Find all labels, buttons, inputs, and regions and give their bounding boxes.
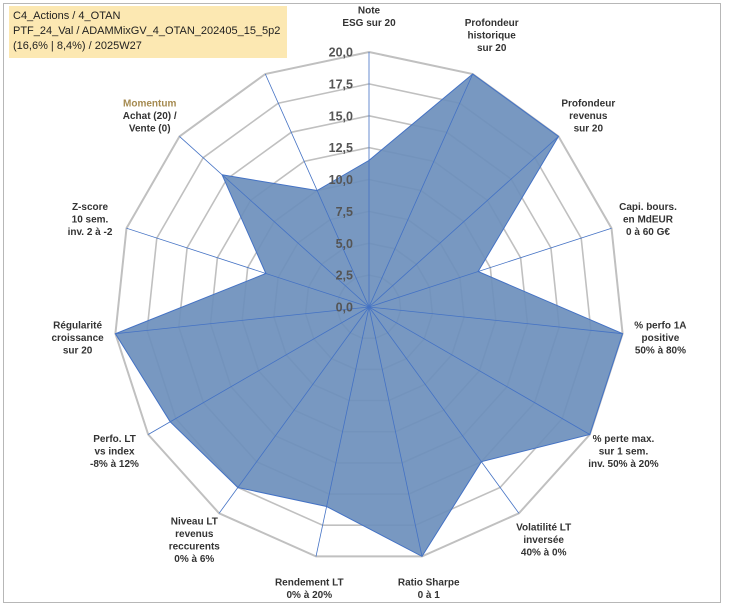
axis-label: Profondeur revenus sur 20 xyxy=(561,99,615,135)
tick-label: 7,5 xyxy=(336,205,353,219)
axis-label-line: % perfo 1A xyxy=(634,321,686,332)
axis-label-line: Achat (20) / xyxy=(123,111,177,122)
axis-label-line: 10 sem. xyxy=(72,214,109,225)
axis-label-line: 50% à 80% xyxy=(635,346,686,357)
tick-label: 20,0 xyxy=(329,46,353,60)
axis-label-line: sur 1 sem. xyxy=(599,447,649,458)
axis-label-line: Régularité xyxy=(53,321,102,332)
axis-label-line: Z-score xyxy=(72,202,109,213)
info-line-period: (16,6% | 8,4%) / 2025W27 xyxy=(13,40,142,52)
axis-label-line: en MdEUR xyxy=(623,214,674,225)
info-line-category: C4_Actions / 4_OTAN xyxy=(13,10,121,22)
axis-label-line: 0 à 1 xyxy=(418,590,441,601)
axis-label: Volatilité LT inversée 40% à 0% xyxy=(516,523,571,559)
info-line-portfolio: PTF_24_Val / ADAMMixGV_4_OTAN_202405_15_… xyxy=(13,25,281,37)
axis-label-line: Momentum xyxy=(123,99,176,110)
axis-label-line: revenus xyxy=(569,111,608,122)
grid-ring xyxy=(114,50,624,558)
axis-label-line: 0 à 60 G€ xyxy=(626,227,670,238)
axis-label-line: reccurents xyxy=(169,541,221,552)
axis-label-line: -8% à 12% xyxy=(90,459,139,470)
tick-label: 2,5 xyxy=(336,269,353,283)
axis-label-line: sur 20 xyxy=(63,346,93,357)
axis-label-line: Capi. bours. xyxy=(619,202,677,213)
axis-label-line: Niveau LT xyxy=(171,516,218,527)
axis-label-line: 0% à 6% xyxy=(174,554,214,565)
axis-label: Profondeur historique sur 20 xyxy=(465,18,519,54)
axis-spoke xyxy=(179,136,370,308)
axis-label-line: 40% à 0% xyxy=(521,548,567,559)
radar-axis-labels: Note ESG sur 20 Profondeur historique sur 20… xyxy=(51,6,686,602)
axis-spoke xyxy=(368,306,591,435)
axis-label-line: 0% à 20% xyxy=(287,590,333,601)
radar-spokes xyxy=(115,52,623,557)
axis-label: Note ESG sur 20 xyxy=(342,6,396,30)
axis-label-line: Volatilité LT xyxy=(516,523,571,534)
axis-label-line: inv. 2 à -2 xyxy=(68,227,113,238)
axis-label: Ratio Sharpe 0 à 1 xyxy=(398,578,460,602)
axis-spoke xyxy=(264,73,370,308)
tick-label: 12,5 xyxy=(329,141,353,155)
info-box: C4_Actions / 4_OTAN PTF_24_Val / ADAMMix… xyxy=(9,6,287,58)
axis-spoke xyxy=(368,73,474,308)
axis-spoke xyxy=(368,227,612,308)
axis-spoke xyxy=(126,227,370,308)
axis-label-line: sur 20 xyxy=(477,43,507,54)
axis-label-line: Note xyxy=(358,6,381,17)
axis-spoke xyxy=(315,306,370,557)
axis-spoke xyxy=(147,306,370,435)
axis-label-line: ESG sur 20 xyxy=(342,18,396,29)
radar-series xyxy=(114,73,624,558)
axis-label-line: Ratio Sharpe xyxy=(398,578,460,589)
axis-spoke xyxy=(368,306,423,557)
axis-label-line: sur 20 xyxy=(574,124,604,135)
axis-label-line: inversée xyxy=(523,535,564,546)
axis-label: Momentum Achat (20) / Vente (0) xyxy=(123,99,177,135)
axis-label-line: croissance xyxy=(51,333,104,344)
axis-label-line: inv. 50% à 20% xyxy=(588,459,659,470)
axis-label-line: Rendement LT xyxy=(275,578,344,589)
axis-label: Perfo. LT vs index -8% à 12% xyxy=(90,434,139,470)
axis-label: Niveau LT revenus reccurents 0% à 6% xyxy=(169,516,221,565)
tick-label: 5,0 xyxy=(336,237,353,251)
axis-spoke xyxy=(218,306,370,514)
axis-label-line: Vente (0) xyxy=(129,124,171,135)
axis-spoke xyxy=(115,306,370,335)
axis-label-line: % perte max. xyxy=(593,434,655,445)
axis-label-line: positive xyxy=(642,333,680,344)
tick-label: 10,0 xyxy=(329,173,353,187)
tick-label: 0,0 xyxy=(336,301,353,315)
axis-spoke xyxy=(368,306,623,335)
axis-label-line: revenus xyxy=(175,529,214,540)
tick-label: 15,0 xyxy=(329,109,353,123)
axis-label-line: Profondeur xyxy=(561,99,615,110)
axis-label-line: Profondeur xyxy=(465,18,519,29)
axis-label: Capi. bours. en MdEUR 0 à 60 G€ xyxy=(619,202,677,238)
axis-label: Rendement LT 0% à 20% xyxy=(275,578,344,602)
axis-spoke xyxy=(368,306,520,514)
axis-spoke xyxy=(368,136,559,308)
axis-label: % perte max. sur 1 sem. inv. 50% à 20% xyxy=(588,434,659,470)
axis-label: Z-score 10 sem. inv. 2 à -2 xyxy=(68,202,113,238)
series-area xyxy=(114,73,624,558)
axis-label-line: Perfo. LT xyxy=(93,434,136,445)
axis-label-line: vs index xyxy=(94,447,134,458)
axis-label: % perfo 1A positive 50% à 80% xyxy=(634,321,686,357)
radar-tick-labels: 0,0 2,5 5,0 7,5 10,0 12,5 15,0 17,5 20,0 xyxy=(329,46,353,315)
axis-label-line: historique xyxy=(468,30,517,41)
axis-label: Régularité croissance sur 20 xyxy=(51,321,104,357)
tick-label: 17,5 xyxy=(329,77,353,91)
